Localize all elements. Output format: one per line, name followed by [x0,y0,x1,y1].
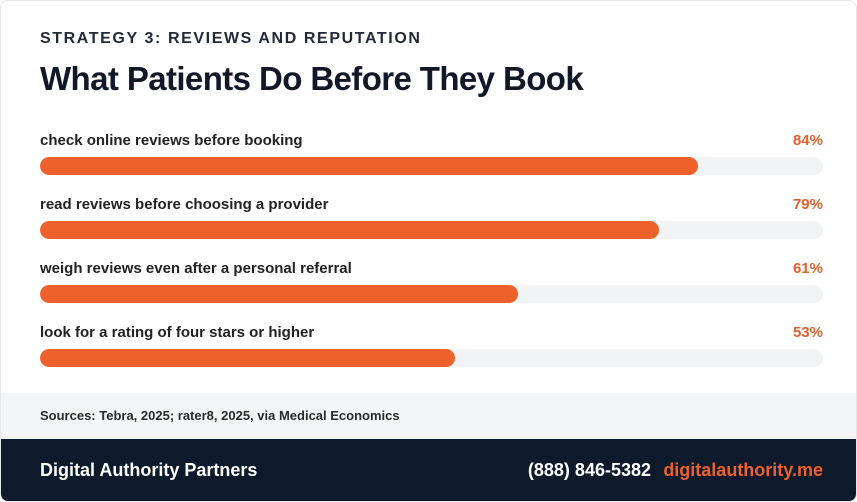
sources-bar: Sources: Tebra, 2025; rater8, 2025, via … [1,393,856,439]
chart-title: What Patients Do Before They Book [40,60,584,97]
bar-value-label: 53% [792,324,823,341]
bar-row: weigh reviews even after a personal refe… [40,260,823,304]
sources-text: Sources: Tebra, 2025; rater8, 2025, via … [40,408,400,423]
bar-fill [40,157,698,175]
phone-number[interactable]: (888) 846-5382 [527,460,651,480]
bar-track [40,285,823,303]
bar-track [40,349,823,367]
bar-fill [40,349,455,367]
bar-label: look for a rating of four stars or highe… [40,324,315,341]
bar-value-label: 61% [792,260,823,277]
bar-fill [40,221,659,239]
bar-track [40,157,823,175]
bar-value-label: 79% [792,196,823,213]
bar-label: check online reviews before booking [40,132,303,149]
section-eyebrow: STRATEGY 3: REVIEWS AND REPUTATION [40,30,422,47]
website-link[interactable]: digitalauthority.me [663,460,823,480]
bar-value-label: 84% [792,132,823,149]
bar-label: read reviews before choosing a provider [40,196,329,213]
brand-name: Digital Authority Partners [40,460,258,480]
bar-row: look for a rating of four stars or highe… [40,324,823,368]
bar-fill [40,285,518,303]
bar-label: weigh reviews even after a personal refe… [40,260,352,277]
bar-row: check online reviews before booking 84% [40,132,823,176]
bar-track [40,221,823,239]
footer: Digital Authority Partners (888) 846-538… [1,439,856,501]
bar-row: read reviews before choosing a provider … [40,196,823,240]
